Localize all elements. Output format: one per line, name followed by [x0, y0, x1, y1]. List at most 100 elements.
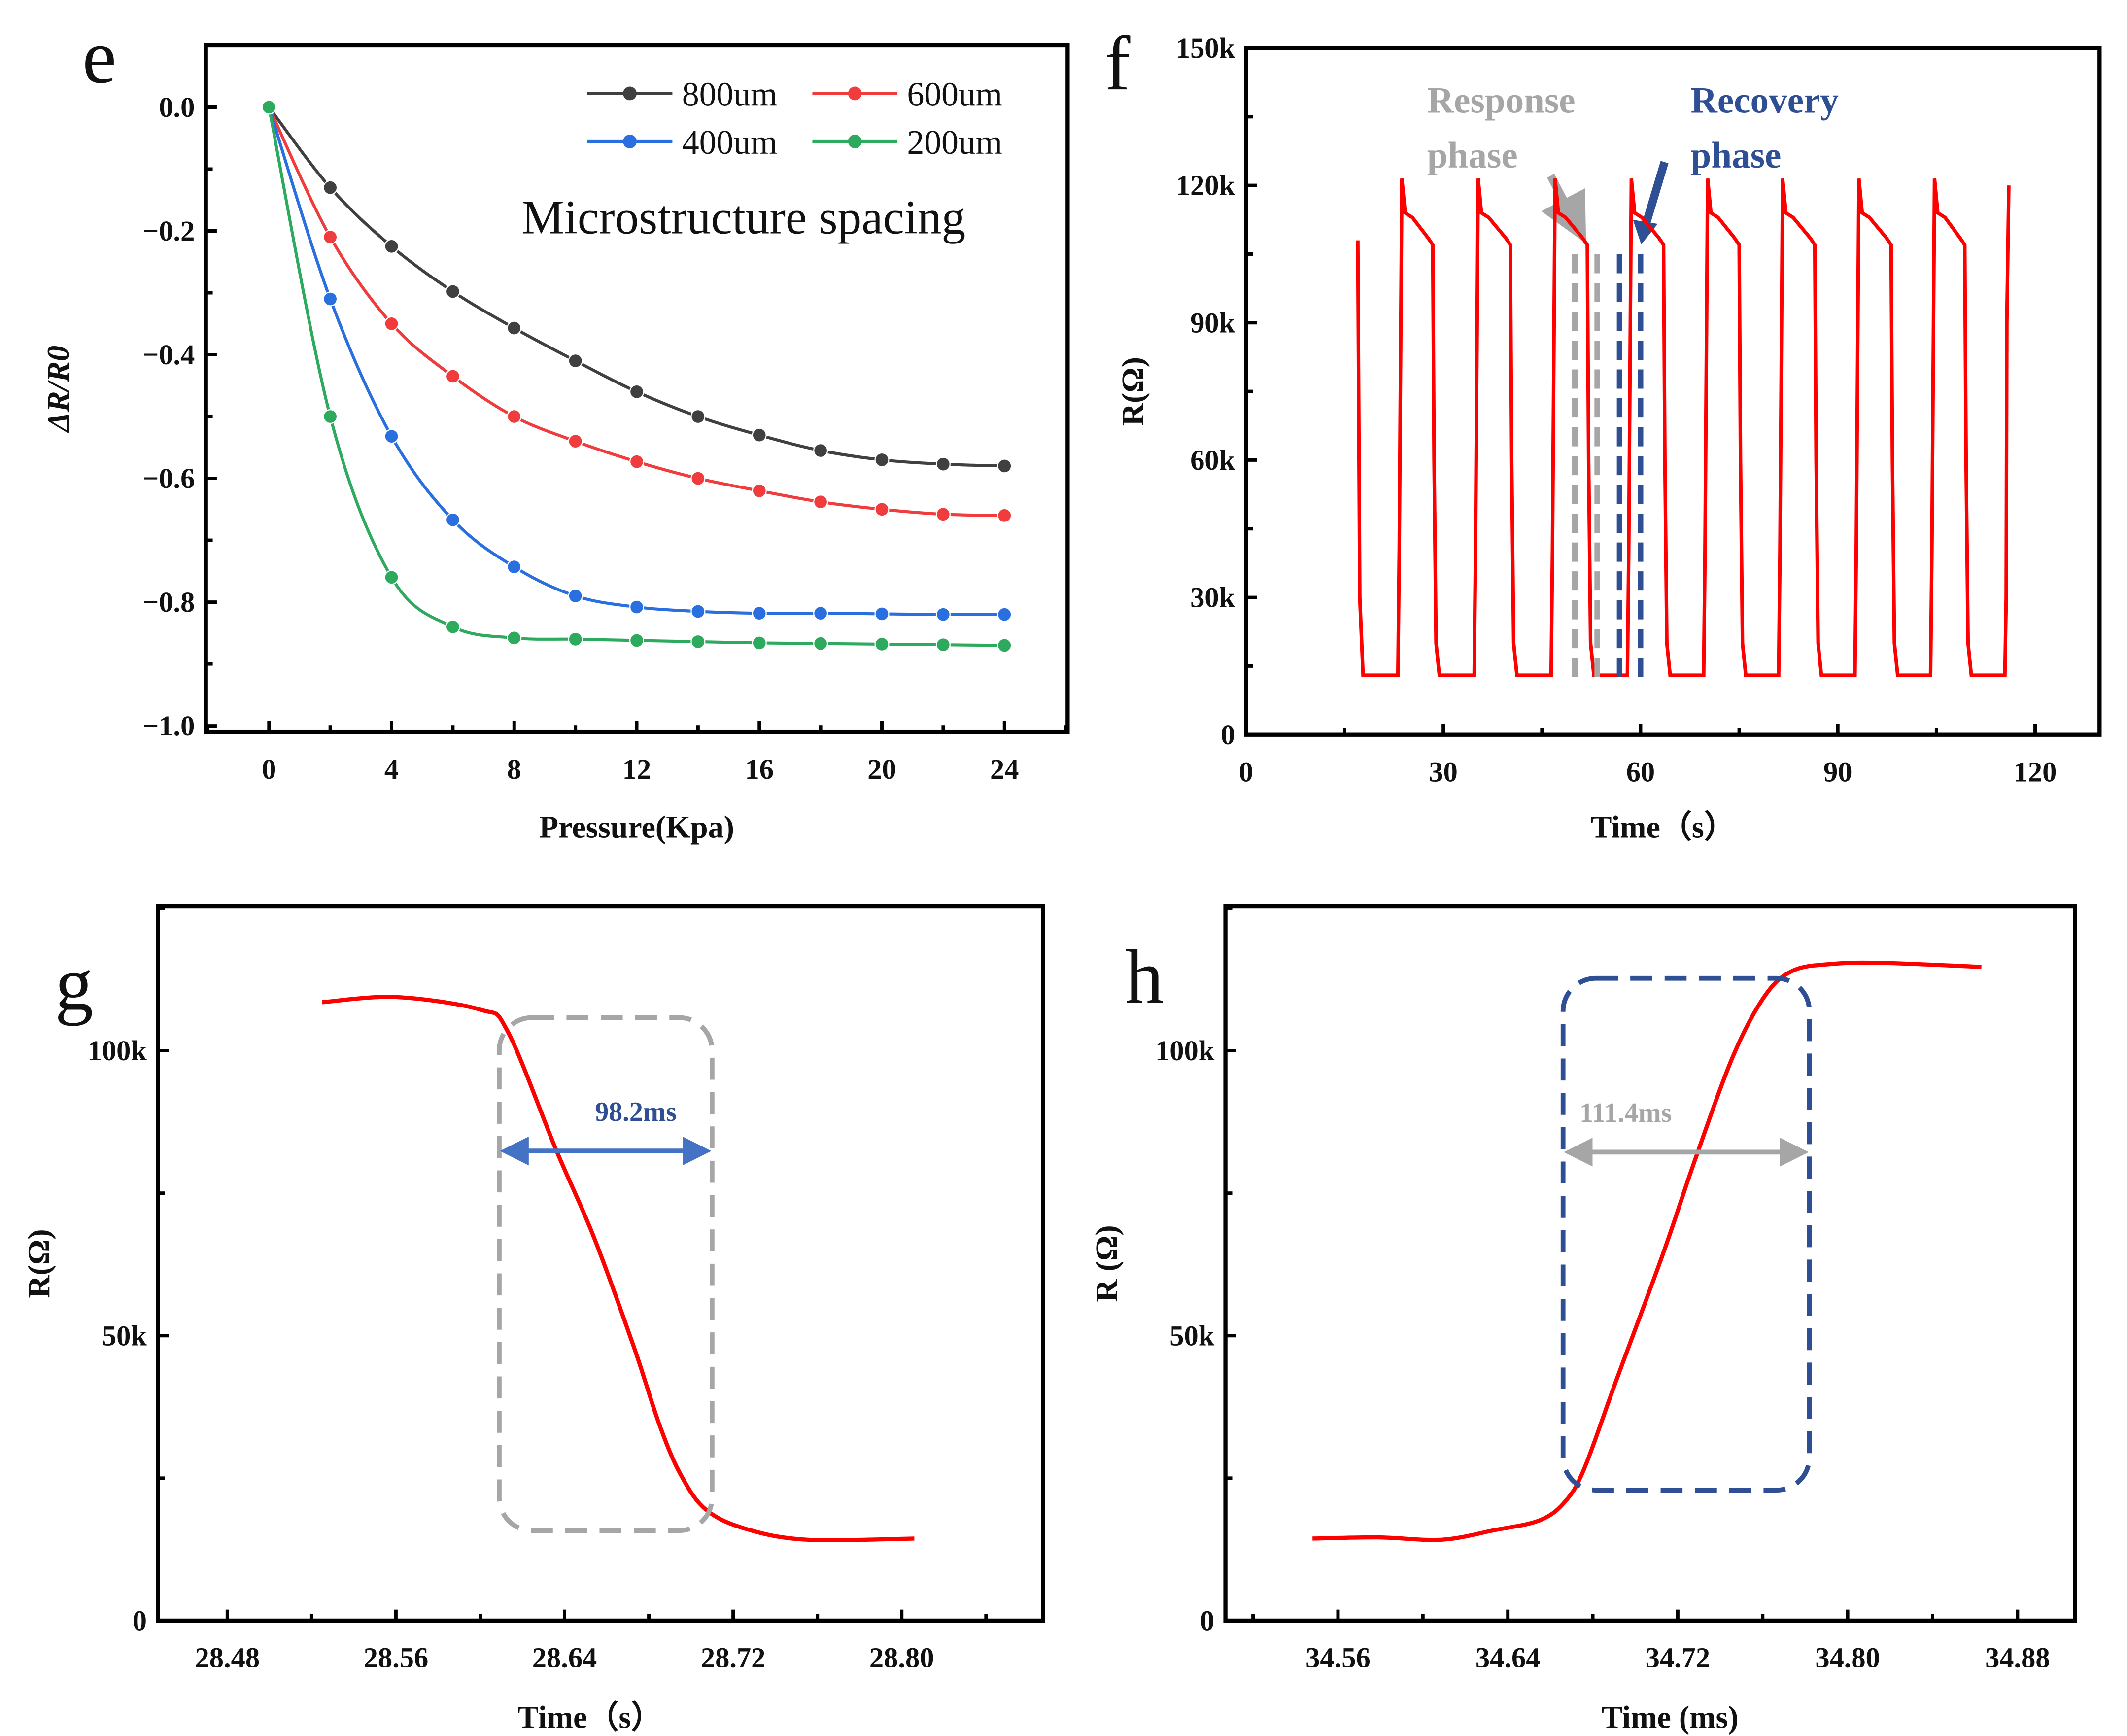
- data-point-400um: [690, 604, 706, 619]
- y-tick-label: 0: [133, 1604, 147, 1636]
- data-point-600um: [445, 369, 460, 384]
- data-point-800um: [813, 443, 828, 458]
- data-point-600um: [568, 434, 583, 449]
- y-tick-label: −0.2: [142, 215, 195, 247]
- x-tick-label: 60: [1626, 756, 1655, 788]
- x-axis-title: Pressure(Kpa): [539, 810, 734, 845]
- legend-label-600um: 600um: [907, 76, 1002, 114]
- y-tick-label: −1.0: [142, 710, 195, 742]
- data-point-400um: [629, 599, 645, 615]
- x-tick-label: 34.80: [1815, 1642, 1880, 1674]
- signal-trace: [1356, 178, 2011, 677]
- legend-marker-400um: [623, 135, 637, 148]
- x-tick-label: 0: [1239, 756, 1253, 788]
- data-point-600um: [323, 229, 338, 245]
- data-point-800um: [629, 384, 645, 399]
- data-point-600um: [935, 507, 951, 522]
- x-axis-title: Time（s）: [1591, 810, 1736, 845]
- data-point-600um: [813, 494, 828, 510]
- data-point-200um: [568, 631, 583, 647]
- data-point-200um: [261, 100, 276, 115]
- data-point-800um: [323, 180, 338, 195]
- data-point-800um: [384, 239, 399, 254]
- data-point-200um: [323, 409, 338, 424]
- plot-frame: [1244, 46, 2102, 737]
- interval-duration-label: 98.2ms: [595, 1097, 676, 1127]
- data-point-200um: [690, 634, 706, 649]
- x-tick-label: 28.48: [195, 1642, 260, 1674]
- y-tick-label: 50k: [1169, 1319, 1214, 1352]
- recovery-phase-label-line1: Recovery: [1691, 80, 1839, 121]
- x-tick-label: 34.64: [1475, 1642, 1541, 1674]
- y-tick-label: 0.0: [159, 91, 195, 123]
- x-tick-label: 30: [1429, 756, 1457, 788]
- y-tick-label: 100k: [1155, 1035, 1215, 1067]
- y-tick-label: 150k: [1176, 32, 1235, 64]
- data-point-400um: [813, 606, 828, 621]
- legend-label-800um: 800um: [682, 76, 777, 114]
- y-axis-title: R(Ω): [21, 1229, 56, 1298]
- interval-duration-label: 111.4ms: [1579, 1098, 1672, 1128]
- data-point-200um: [935, 637, 951, 653]
- data-point-800um: [874, 452, 890, 467]
- panel-letter-g: g: [55, 941, 93, 1026]
- legend-marker-800um: [623, 86, 637, 101]
- x-axis-title: Time（s）: [517, 1700, 662, 1735]
- x-tick-label: 16: [745, 753, 774, 785]
- series-line-600um: [268, 106, 1005, 517]
- data-point-200um: [445, 619, 460, 634]
- x-tick-label: 120: [2014, 756, 2057, 788]
- y-tick-label: 120k: [1176, 170, 1235, 202]
- data-point-400um: [752, 606, 767, 621]
- y-axis-title: ΔR/R0: [40, 346, 75, 433]
- panel-g-chart: g Time（s） R(Ω) 28.48 28.56 28.64 28.72 28.80…: [21, 904, 1045, 1735]
- data-point-200um: [384, 570, 399, 585]
- data-point-400um: [445, 512, 460, 527]
- response-phase-label-line2: phase: [1427, 135, 1518, 176]
- data-point-200um: [752, 635, 767, 651]
- y-axis-title: R(Ω): [1115, 357, 1150, 426]
- plot-frame: [1223, 904, 2077, 1623]
- data-point-600um: [384, 316, 399, 331]
- data-point-600um: [997, 508, 1012, 523]
- x-tick-label: 34.56: [1305, 1642, 1371, 1674]
- x-tick-label: 34.88: [1985, 1642, 2050, 1674]
- y-tick-label: 90k: [1190, 307, 1235, 339]
- x-tick-label: 4: [384, 753, 399, 785]
- x-tick-label: 28.80: [869, 1642, 934, 1674]
- y-tick-label: 100k: [88, 1035, 147, 1067]
- legend-label-400um: 400um: [682, 124, 777, 162]
- data-point-800um: [568, 353, 583, 369]
- data-point-600um: [507, 409, 522, 424]
- x-tick-label: 28.72: [701, 1642, 766, 1674]
- data-point-400um: [323, 291, 338, 307]
- data-point-200um: [507, 630, 522, 646]
- series-line-400um: [267, 106, 1005, 616]
- interval-dashed-box: [497, 1015, 715, 1533]
- data-point-800um: [690, 409, 706, 424]
- data-point-800um: [507, 320, 522, 336]
- series-line-200um: [267, 106, 1005, 647]
- x-tick-label: 20: [867, 753, 896, 785]
- data-point-800um: [935, 456, 951, 472]
- x-tick-label: 28.64: [532, 1642, 597, 1674]
- data-point-800um: [997, 458, 1012, 474]
- x-tick-label: 34.72: [1646, 1642, 1711, 1674]
- x-tick-label: 24: [990, 753, 1019, 785]
- data-point-400um: [568, 588, 583, 604]
- data-point-200um: [997, 638, 1012, 653]
- y-tick-label: −0.6: [142, 462, 195, 494]
- data-point-600um: [629, 454, 645, 469]
- data-point-800um: [752, 427, 767, 443]
- legend-marker-200um: [848, 135, 862, 148]
- data-point-400um: [874, 606, 890, 622]
- y-tick-label: 0: [1221, 719, 1235, 751]
- recovery-arrow-head: [1633, 219, 1658, 244]
- resistance-curve: [1312, 960, 1982, 1542]
- panel-letter-f: f: [1105, 21, 1131, 106]
- data-point-600um: [874, 502, 890, 517]
- x-tick-label: 28.56: [364, 1642, 429, 1674]
- y-tick-label: 60k: [1190, 444, 1235, 476]
- panel-letter-h: h: [1125, 934, 1164, 1019]
- y-tick-label: −0.8: [142, 586, 195, 618]
